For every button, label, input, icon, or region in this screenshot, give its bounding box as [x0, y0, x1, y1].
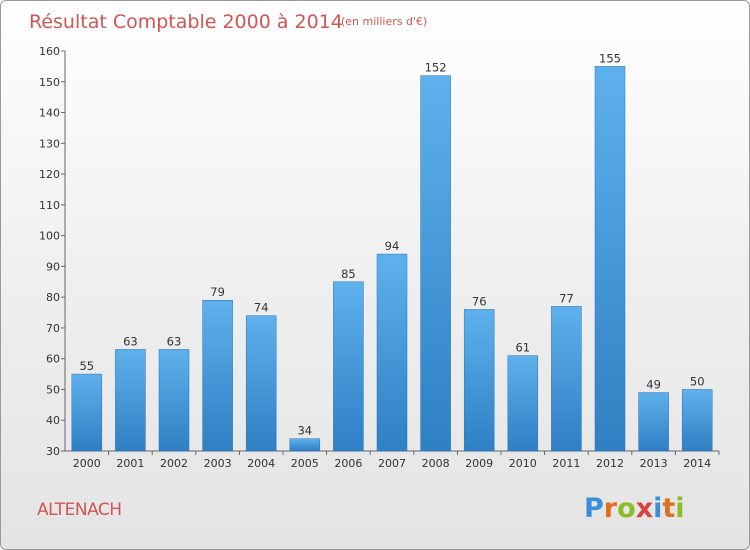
x-tick-label: 2005	[291, 457, 319, 470]
bar	[289, 438, 321, 452]
bar-value-label: 152	[425, 61, 447, 75]
x-tick-label: 2010	[509, 457, 537, 470]
bar	[202, 299, 233, 452]
bar	[420, 75, 451, 452]
bar	[115, 349, 146, 452]
logo-letter: P	[584, 493, 604, 524]
bar	[71, 373, 103, 452]
bar-value-label: 50	[690, 374, 705, 388]
logo-letter: x	[636, 493, 653, 524]
bar	[245, 315, 277, 452]
y-tick-label: 40	[46, 414, 60, 427]
y-tick-label: 80	[46, 291, 60, 304]
bar-value-label: 61	[515, 341, 530, 355]
chart-subtitle: (en milliers d'€)	[341, 15, 427, 28]
chart-title: Résultat Comptable 2000 à 2014	[29, 11, 343, 33]
x-tick-label: 2012	[596, 457, 624, 470]
chart-axes: 30 40 50 60 70 80 90 100 110 120 130 140 150 160 2000 2…	[39, 45, 720, 470]
x-tick-label: 2008	[422, 457, 450, 470]
y-tick-label: 130	[39, 137, 60, 150]
bar-value-label: 55	[79, 359, 94, 373]
bar	[158, 349, 190, 452]
y-tick-label: 100	[39, 230, 60, 243]
logo-letter: o	[617, 493, 636, 524]
bar-value-label: 49	[646, 378, 661, 392]
y-tick-label: 50	[46, 383, 60, 396]
x-tick-label: 2002	[160, 457, 188, 470]
bar-value-label: 79	[210, 285, 225, 299]
logo-letter: t	[662, 493, 675, 524]
x-tick-label: 2009	[465, 457, 493, 470]
y-tick-label: 140	[39, 107, 60, 120]
bar-value-label: 63	[167, 334, 182, 348]
bar	[681, 389, 713, 452]
logo-letter: i	[653, 493, 662, 524]
y-tick-label: 90	[46, 260, 60, 273]
x-tick-label: 2000	[73, 457, 101, 470]
bar	[333, 281, 364, 452]
bar-value-label: 155	[599, 51, 621, 65]
proxiti-logo: Proxiti	[584, 493, 685, 524]
bar	[507, 355, 539, 452]
bar	[638, 392, 669, 452]
bar-value-label: 85	[341, 267, 356, 281]
logo-letter: i	[675, 493, 684, 524]
x-tick-label: 2004	[247, 457, 275, 470]
x-tick-label: 2007	[378, 457, 406, 470]
x-tick-label: 2011	[552, 457, 580, 470]
chart-bars: 55 63 63 79 74 34 85 94 152 76 61 77 155 49 50	[71, 51, 713, 452]
bar-value-label: 74	[254, 301, 269, 315]
bar-value-label: 76	[472, 294, 487, 308]
bar	[551, 306, 582, 452]
x-tick-label: 2013	[640, 457, 668, 470]
y-tick-label: 30	[46, 445, 60, 458]
y-tick-label: 150	[39, 76, 60, 89]
bar	[594, 66, 626, 452]
y-tick-label: 160	[39, 45, 60, 58]
bar-value-label: 34	[297, 424, 312, 438]
y-tick-label: 70	[46, 322, 60, 335]
x-tick-label: 2003	[204, 457, 232, 470]
y-tick-label: 110	[39, 199, 60, 212]
location-name: ALTENACH	[37, 500, 122, 520]
bar	[463, 309, 495, 452]
bar-value-label: 77	[559, 291, 574, 305]
y-tick-label: 60	[46, 353, 60, 366]
logo-letter: r	[604, 493, 618, 524]
y-tick-label: 120	[39, 168, 60, 181]
bar-value-label: 63	[123, 334, 138, 348]
x-tick-label: 2001	[116, 457, 144, 470]
x-tick-label: 2014	[683, 457, 711, 470]
x-tick-label: 2006	[334, 457, 362, 470]
bar-value-label: 94	[385, 239, 400, 253]
bar	[376, 253, 408, 452]
